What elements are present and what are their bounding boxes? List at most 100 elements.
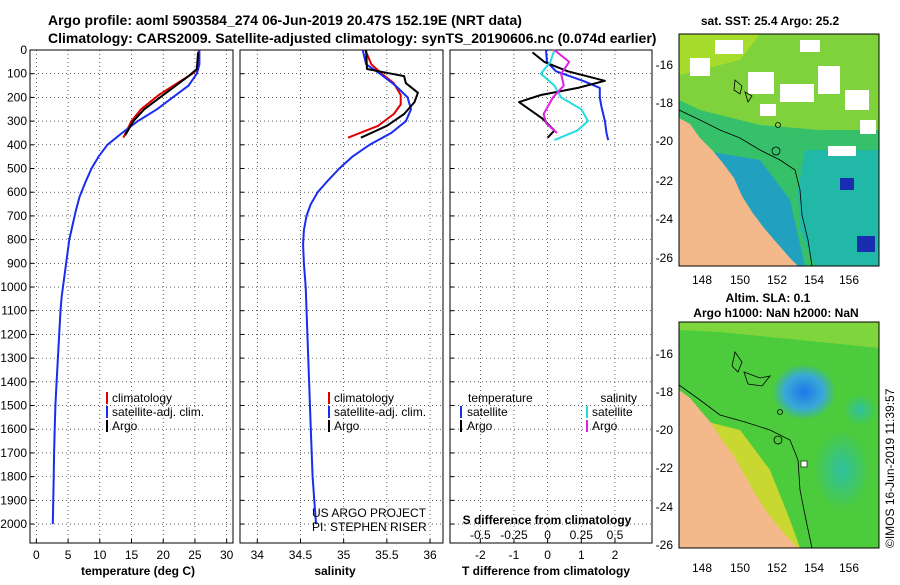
- lat-tick-label: -18: [656, 96, 674, 110]
- y-tick-label: 300: [7, 114, 27, 128]
- header-line1: Argo profile: aoml 5903584_274 06-Jun-20…: [48, 12, 522, 28]
- y-tick-label: 1800: [0, 470, 27, 484]
- y-tick-label: 1400: [0, 375, 27, 389]
- lat-tick-label: -20: [656, 423, 674, 437]
- y-tick-label: 900: [7, 256, 27, 270]
- lat-tick-label: -16: [656, 347, 674, 361]
- sst-cold-patch: [857, 236, 875, 252]
- y-tick-label: 600: [7, 185, 27, 199]
- salinity-xlabel: salinity: [314, 564, 356, 578]
- sst-nodata: [800, 40, 820, 52]
- series-line-satellite-adj-clim: [302, 49, 412, 525]
- x2-tick-label: -0.25: [500, 528, 528, 542]
- legend-title-salinity: salinity: [600, 391, 637, 405]
- legend-label: Argo: [467, 419, 493, 433]
- x-tick-label: 35.5: [375, 548, 399, 562]
- sst-nodata: [690, 58, 710, 76]
- y-tick-label: 0: [20, 43, 27, 57]
- lon-tick-label: 156: [839, 273, 859, 287]
- lon-tick-label: 150: [730, 561, 750, 575]
- x-tick-label: 36: [423, 548, 437, 562]
- y-tick-label: 700: [7, 209, 27, 223]
- series-line-t-argo: [518, 51, 606, 139]
- difference-legend: temperature satellite Argo salinity sate…: [460, 391, 637, 433]
- tick-label-layer: 0100200300400500600700800900100011001200…: [0, 43, 623, 562]
- x-tick-label: 0: [544, 548, 551, 562]
- y-tick-label: 400: [7, 138, 27, 152]
- sla-nodata: [800, 460, 808, 468]
- legend-title-temperature: temperature: [468, 391, 533, 405]
- x-tick-label: 34: [251, 548, 265, 562]
- pi-credit: PI: STEPHEN RISER: [312, 520, 427, 534]
- y-tick-label: 1500: [0, 399, 27, 413]
- sst-reef: [771, 146, 781, 156]
- y-tick-label: 100: [7, 67, 27, 81]
- x-tick-label: -1: [509, 548, 520, 562]
- lon-tick-label: 148: [692, 561, 712, 575]
- sla-islands: [731, 351, 771, 387]
- series-line-climatology: [347, 49, 402, 139]
- y-tick-label: 1200: [0, 327, 27, 341]
- sla-contour: [679, 384, 813, 548]
- imos-timestamp: ©IMOS 16-Jun-2019 11:39:57: [883, 388, 897, 548]
- salinity-panel-frame: [239, 49, 444, 544]
- salinity-legend: climatology satellite-adj. clim. Argo: [328, 391, 426, 433]
- x-tick-label: 0: [33, 548, 40, 562]
- legend-label: Argo: [112, 419, 138, 433]
- x-tick-label: 34.5: [289, 548, 313, 562]
- lon-tick-label: 156: [839, 561, 859, 575]
- sst-nodata: [748, 72, 774, 94]
- sst-map-frame: [678, 33, 880, 267]
- sla-map-title1: Altim. SLA: 0.1: [726, 291, 811, 305]
- x-tick-label: 2: [612, 548, 619, 562]
- sst-islands: [733, 79, 753, 103]
- y-tick-label: 800: [7, 233, 27, 247]
- y-tick-label: 200: [7, 90, 27, 104]
- temperature-xlabel: temperature (deg C): [81, 564, 195, 578]
- x-tick-label: 5: [65, 548, 72, 562]
- lat-tick-label: -24: [656, 500, 674, 514]
- lat-tick-label: -20: [656, 134, 674, 148]
- lon-tick-label: 150: [730, 273, 750, 287]
- legend-label: Argo: [334, 419, 360, 433]
- x-tick-label: 1: [578, 548, 585, 562]
- series-layer: [51, 49, 610, 525]
- sst-nodata: [845, 90, 869, 110]
- sst-reef: [775, 122, 781, 128]
- x2-tick-label: 0.25: [570, 528, 594, 542]
- sla-reef: [777, 409, 783, 415]
- x-tick-label: 20: [157, 548, 171, 562]
- lon-tick-label: 148: [692, 273, 712, 287]
- difference-x2label: S difference from climatology: [463, 513, 632, 527]
- lat-tick-label: -22: [656, 174, 674, 188]
- legend-label: climatology: [334, 391, 394, 405]
- series-line-satellite-adj-clim: [51, 50, 201, 525]
- y-tick-label: 1900: [0, 493, 27, 507]
- lat-tick-label: -16: [656, 58, 674, 72]
- grid-layer: [30, 49, 652, 543]
- project-credit: US ARGO PROJECT: [312, 506, 427, 520]
- sst-nodata: [760, 104, 776, 116]
- sst-nodata: [828, 146, 856, 156]
- lon-tick-label: 152: [767, 561, 787, 575]
- sst-cold-patch: [840, 178, 854, 190]
- lat-tick-label: -26: [656, 251, 674, 265]
- legend-label: climatology: [112, 391, 172, 405]
- x-tick-label: 15: [125, 548, 139, 562]
- legend-label: Argo: [592, 419, 618, 433]
- sst-map-title: sat. SST: 25.4 Argo: 25.2: [701, 14, 840, 28]
- sla-land: [679, 390, 798, 548]
- header-line2: Climatology: CARS2009. Satellite-adjuste…: [48, 30, 656, 46]
- y-tick-label: 500: [7, 162, 27, 176]
- x-tick-label: 30: [220, 548, 234, 562]
- sst-nodata: [818, 66, 840, 94]
- sla-map-axes: -16 -18 -20 -22 -24 -26 148 150 152 154 …: [656, 347, 860, 575]
- series-line-s-satellite: [539, 49, 589, 142]
- legend-label: satellite-adj. clim.: [334, 405, 426, 419]
- sla-band: [679, 322, 879, 348]
- y-tick-label: 1700: [0, 446, 27, 460]
- series-line-argo: [360, 49, 419, 139]
- legend-label: satellite: [592, 405, 633, 419]
- y-tick-label: 2000: [0, 517, 27, 531]
